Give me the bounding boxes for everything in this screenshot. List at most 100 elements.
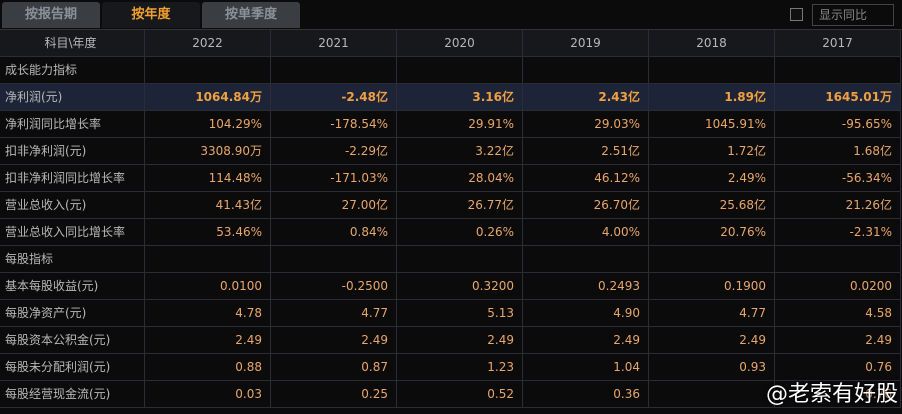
- row-label: 扣非净利润(元): [0, 138, 145, 165]
- value-cell: 4.78: [145, 300, 271, 327]
- value-cell: -178.54%: [271, 111, 397, 138]
- value-cell: 0.25: [271, 381, 397, 408]
- value-cell: 2.51亿: [523, 138, 649, 165]
- value-cell: 3.16亿: [397, 84, 523, 111]
- value-cell: 1.89亿: [649, 84, 775, 111]
- empty-cell: [523, 246, 649, 273]
- row-label: 营业总收入同比增长率: [0, 219, 145, 246]
- value-cell: 0.87: [271, 354, 397, 381]
- value-cell: -2.31%: [775, 219, 901, 246]
- value-cell: 0.93: [649, 354, 775, 381]
- value-cell: 1.68亿: [775, 138, 901, 165]
- value-cell: 2.49: [775, 327, 901, 354]
- value-cell: 26.70亿: [523, 192, 649, 219]
- value-cell: 53.46%: [145, 219, 271, 246]
- value-cell: 29.91%: [397, 111, 523, 138]
- value-cell: -95.65%: [775, 111, 901, 138]
- value-cell: 2.49: [649, 327, 775, 354]
- value-cell: 3.22亿: [397, 138, 523, 165]
- tab[interactable]: 按年度: [102, 2, 200, 28]
- empty-cell: [649, 246, 775, 273]
- empty-cell: [397, 57, 523, 84]
- header-cell: 科目\年度: [0, 30, 145, 57]
- value-cell: 1045.91%: [649, 111, 775, 138]
- row-label: 每股经营现金流(元): [0, 381, 145, 408]
- value-cell: 26.77亿: [397, 192, 523, 219]
- row-label: 基本每股收益(元): [0, 273, 145, 300]
- header-cell: 2021: [271, 30, 397, 57]
- value-cell: 41.43亿: [145, 192, 271, 219]
- value-cell: 0.36: [523, 381, 649, 408]
- value-cell: 2.49: [397, 327, 523, 354]
- value-cell: 0.03: [145, 381, 271, 408]
- row-label: 扣非净利润同比增长率: [0, 165, 145, 192]
- tab[interactable]: 按报告期: [2, 2, 100, 28]
- empty-cell: [397, 246, 523, 273]
- header-cell: 2022: [145, 30, 271, 57]
- value-cell: 4.00%: [523, 219, 649, 246]
- value-cell: -2.29亿: [271, 138, 397, 165]
- value-cell: 2.49: [523, 327, 649, 354]
- value-cell: 1064.84万: [145, 84, 271, 111]
- empty-cell: [523, 57, 649, 84]
- value-cell: 2.49: [145, 327, 271, 354]
- row-label: 营业总收入(元): [0, 192, 145, 219]
- value-cell: 1645.01万: [775, 84, 901, 111]
- value-cell: 4.58: [775, 300, 901, 327]
- value-cell: 0.76: [775, 354, 901, 381]
- toggle-label[interactable]: 显示同比: [812, 4, 894, 26]
- value-cell: 1.72亿: [649, 138, 775, 165]
- header-cell: 2020: [397, 30, 523, 57]
- value-cell: 104.29%: [145, 111, 271, 138]
- value-cell: -56.34%: [775, 165, 901, 192]
- value-cell: 29.03%: [523, 111, 649, 138]
- header-cell: 2018: [649, 30, 775, 57]
- value-cell: 2.43亿: [523, 84, 649, 111]
- value-cell: 2.49%: [649, 165, 775, 192]
- header-cell: 2017: [775, 30, 901, 57]
- value-cell: 0.1900: [649, 273, 775, 300]
- row-label: 每股指标: [0, 246, 145, 273]
- checkbox[interactable]: [790, 8, 803, 21]
- empty-cell: [649, 57, 775, 84]
- value-cell: 0.0100: [145, 273, 271, 300]
- row-label: 净利润同比增长率: [0, 111, 145, 138]
- row-label: 成长能力指标: [0, 57, 145, 84]
- value-cell: 0.3200: [397, 273, 523, 300]
- empty-cell: [775, 246, 901, 273]
- value-cell: 0.84%: [271, 219, 397, 246]
- value-cell: 4.90: [523, 300, 649, 327]
- value-cell: -0.2500: [271, 273, 397, 300]
- tab[interactable]: 按单季度: [202, 2, 300, 28]
- row-label: 每股未分配利润(元): [0, 354, 145, 381]
- value-cell: 1.04: [523, 354, 649, 381]
- value-cell: -2.48亿: [271, 84, 397, 111]
- value-cell: 27.00亿: [271, 192, 397, 219]
- value-cell: 5.13: [397, 300, 523, 327]
- row-label: 每股净资产(元): [0, 300, 145, 327]
- value-cell: 114.48%: [145, 165, 271, 192]
- value-cell: 2.49: [271, 327, 397, 354]
- value-cell: 0.76: [775, 381, 901, 408]
- value-cell: 4.77: [649, 300, 775, 327]
- value-cell: 0.52: [397, 381, 523, 408]
- value-cell: 20.76%: [649, 219, 775, 246]
- watermark: @老索有好股: [765, 382, 898, 407]
- header-cell: 2019: [523, 30, 649, 57]
- value-cell: 0.2493: [523, 273, 649, 300]
- value-cell: 0.26%: [397, 219, 523, 246]
- empty-cell: [649, 381, 775, 408]
- value-cell: 28.04%: [397, 165, 523, 192]
- empty-cell: [775, 57, 901, 84]
- empty-cell: [271, 57, 397, 84]
- value-cell: 0.0200: [775, 273, 901, 300]
- value-cell: 3308.90万: [145, 138, 271, 165]
- value-cell: 21.26亿: [775, 192, 901, 219]
- tab-underline: [0, 29, 902, 30]
- value-cell: 25.68亿: [649, 192, 775, 219]
- value-cell: -171.03%: [271, 165, 397, 192]
- row-label: 净利润(元): [0, 84, 145, 111]
- row-label: 每股资本公积金(元): [0, 327, 145, 354]
- empty-cell: [271, 246, 397, 273]
